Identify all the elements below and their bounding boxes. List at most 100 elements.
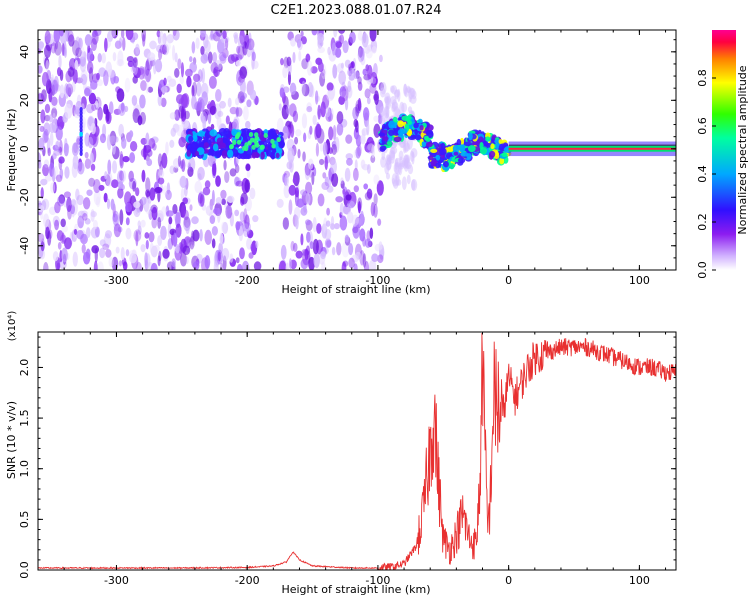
spectrogram-cell	[278, 103, 282, 111]
spectrogram-cell	[52, 144, 59, 151]
spectrogram-cell	[71, 81, 76, 93]
spectrogram-cell	[301, 113, 308, 129]
spectrogram-cell	[468, 132, 473, 141]
spectrogram-cell	[359, 250, 365, 266]
spectrogram-cell	[334, 47, 342, 58]
spectrogram-cell	[326, 185, 334, 193]
spectrogram-cell	[135, 43, 140, 55]
spectrogram-cell	[195, 37, 200, 50]
spectrogram-frame	[37, 29, 677, 271]
spectrogram-cell	[381, 149, 386, 161]
spectrogram-cell	[322, 172, 327, 179]
spectrogram-cell	[179, 175, 187, 189]
spectrogram-cell	[307, 250, 311, 264]
spectrogram-cell	[71, 198, 76, 207]
spectrogram-cell	[91, 104, 97, 111]
spectrogram-cell	[151, 217, 158, 229]
spectrogram-cell	[403, 83, 408, 97]
spectrogram-cell	[378, 241, 383, 251]
spectrogram-cell	[58, 156, 65, 164]
spectrogram-cell	[210, 123, 215, 130]
spectrogram-cell	[112, 213, 118, 223]
spectrogram-cell	[226, 195, 235, 203]
spectrogram-cell	[137, 68, 145, 75]
spectrogram-cell	[242, 105, 249, 121]
spectrogram-cell	[200, 30, 207, 38]
spectrogram-cell	[158, 169, 165, 178]
spectrogram-cell	[110, 179, 119, 189]
spectrogram-cell	[282, 66, 288, 79]
spectrogram-cell	[207, 110, 212, 125]
spectrogram-cell	[361, 32, 369, 48]
spectrogram-cell	[244, 142, 249, 148]
spectrogram-cell	[373, 115, 380, 122]
spectrogram-cell	[149, 40, 157, 50]
spectrogram-cell	[340, 177, 344, 185]
spectrogram-cell	[235, 221, 241, 231]
spectrogram-cell	[210, 30, 214, 40]
spectrogram-cell	[165, 210, 174, 217]
spectrogram-cell	[443, 160, 449, 168]
spectrogram-cell	[352, 222, 360, 239]
spectrogram-cell	[286, 56, 292, 67]
y-tick-label: -40	[18, 237, 31, 255]
spectrogram-cell	[117, 187, 124, 199]
spectrogram-cell	[453, 151, 459, 156]
spectrogram-cell	[413, 122, 419, 129]
spectrogram-cell	[212, 143, 219, 152]
spectrogram-cell	[253, 261, 262, 270]
spectrogram-cell	[296, 39, 302, 48]
spectrogram-cell	[229, 168, 237, 177]
spectrogram-cell	[369, 227, 374, 240]
x-tick-label: 100	[629, 574, 650, 587]
spectrogram-cell	[260, 151, 265, 160]
spectrogram-cell	[244, 179, 251, 193]
spectrogram-cell	[353, 71, 360, 80]
spectrogram-cell	[324, 228, 332, 241]
spectrogram-cell	[147, 86, 154, 93]
spectrogram-cell	[347, 63, 353, 71]
spectrogram-cell	[63, 191, 71, 199]
spectrogram-cell	[56, 262, 61, 270]
spectrogram-cell	[463, 141, 472, 147]
y-tick-label: 0	[18, 145, 31, 152]
spectrogram-cell	[122, 156, 130, 163]
spectrogram-cell	[288, 199, 293, 215]
spectrogram-cell	[271, 143, 276, 149]
x-tick-label: 100	[629, 274, 650, 287]
spectrogram-cell	[339, 34, 345, 45]
spectrogram-cell	[401, 102, 408, 113]
spectrogram-cell	[397, 88, 401, 102]
spectrogram-cell	[292, 242, 298, 252]
spectrogram-cell	[407, 120, 413, 125]
spectrogram-cell	[322, 141, 328, 156]
spectrogram-cell	[87, 44, 91, 53]
spectrogram-cell	[300, 233, 304, 246]
spectrogram-cell	[183, 209, 189, 221]
spectrogram-cell	[299, 77, 307, 85]
spectrogram-cell	[189, 56, 193, 63]
y-tick-label: 1.5	[18, 409, 31, 427]
spectrogram-cell	[125, 227, 132, 240]
spectrogram-cell	[53, 165, 59, 179]
spectrogram-cell	[158, 35, 166, 46]
spectrogram-cell	[245, 120, 251, 129]
spectrogram-cell	[276, 137, 281, 143]
spectrogram-cell	[75, 47, 82, 58]
spectrogram-cell	[148, 137, 156, 149]
spectrogram-cell	[285, 262, 289, 270]
spectrogram-cell	[87, 136, 94, 149]
spectrogram-cell	[154, 186, 163, 194]
spectrogram-cell	[231, 128, 238, 137]
spectrogram-cell	[44, 30, 51, 45]
spectrogram-cell	[90, 122, 96, 135]
spectrogram-cell	[58, 55, 62, 69]
spectrogram-cell	[105, 108, 110, 122]
spectrogram-cell	[78, 37, 83, 50]
spectrogram-cell	[154, 59, 163, 73]
spectrogram-cell	[373, 174, 380, 185]
spectrogram-cell	[234, 34, 238, 44]
spectrogram-cell	[183, 216, 191, 228]
spectrogram-cell	[209, 215, 216, 225]
spectrogram-cell	[200, 53, 209, 64]
